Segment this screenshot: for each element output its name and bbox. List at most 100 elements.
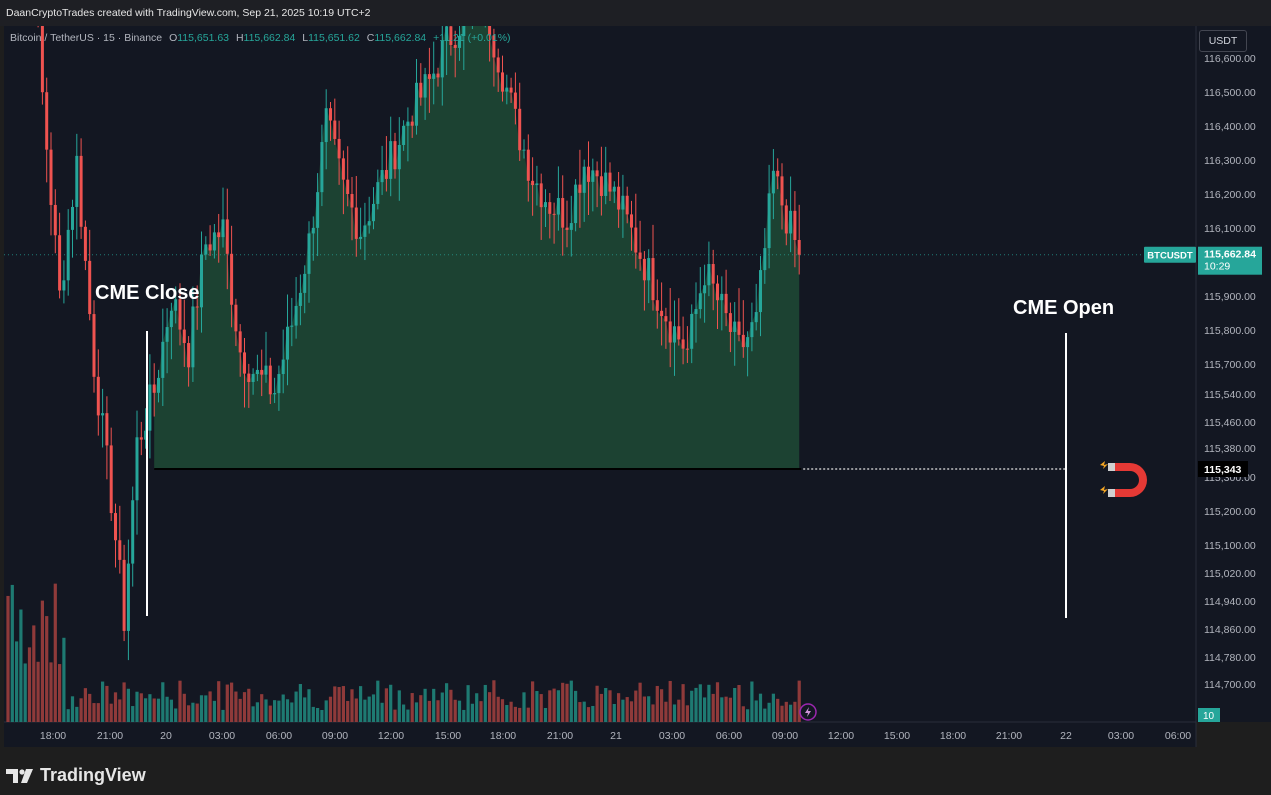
volume-bar bbox=[303, 697, 307, 722]
candle-body bbox=[376, 182, 380, 204]
candle-body bbox=[505, 87, 509, 92]
symbol-name: Bitcoin / TetherUS · 15 · Binance bbox=[10, 32, 163, 44]
magnet-icon bbox=[1100, 461, 1147, 497]
candle-body bbox=[200, 254, 203, 308]
candle-body bbox=[642, 258, 646, 281]
volume-bar bbox=[672, 704, 677, 722]
candle-body bbox=[509, 87, 513, 93]
volume-bar bbox=[565, 683, 569, 722]
candle-body bbox=[599, 176, 603, 196]
candle-body bbox=[720, 293, 724, 301]
price-tick-label: 116,100.00 bbox=[1204, 223, 1256, 235]
gap-price-tag bbox=[1198, 461, 1248, 477]
candle-body bbox=[217, 232, 221, 238]
volume-bar bbox=[376, 680, 380, 722]
volume-bar bbox=[225, 684, 229, 722]
volume-bar bbox=[66, 709, 70, 722]
volume-bar bbox=[148, 694, 152, 722]
candle-body bbox=[114, 513, 117, 541]
time-tick-label: 15:00 bbox=[884, 730, 910, 742]
candle-body bbox=[212, 232, 216, 251]
volume-bar bbox=[449, 689, 453, 722]
price-tick-label: 114,860.00 bbox=[1204, 624, 1256, 636]
candle-body bbox=[681, 339, 685, 349]
volume-bar bbox=[199, 695, 204, 722]
volume-bar bbox=[230, 682, 234, 722]
candle-body bbox=[655, 300, 659, 311]
volume-bar bbox=[40, 600, 44, 722]
tradingview-logo[interactable]: TradingView bbox=[6, 765, 146, 786]
volume-bar bbox=[690, 690, 694, 722]
candle-body bbox=[40, 10, 44, 93]
volume-bar bbox=[217, 681, 221, 722]
volume-bar bbox=[208, 691, 212, 722]
candle-body bbox=[243, 352, 246, 374]
volume-bar bbox=[500, 699, 505, 722]
last-price-tag bbox=[1198, 246, 1262, 275]
candle-body bbox=[440, 40, 444, 78]
volume-bar bbox=[797, 680, 801, 722]
candle-body bbox=[522, 149, 526, 151]
volume-bar bbox=[53, 583, 57, 722]
volume-bar bbox=[337, 687, 341, 722]
volume-bar bbox=[526, 707, 530, 722]
time-tick-label: 03:00 bbox=[1108, 730, 1134, 742]
tradingview-logo-icon bbox=[6, 768, 33, 783]
volume-bar bbox=[187, 705, 191, 722]
candle-body bbox=[780, 176, 784, 206]
magnet-tip-top bbox=[1108, 463, 1115, 471]
candle-body bbox=[71, 206, 74, 230]
time-tick-label: 21:00 bbox=[97, 730, 123, 742]
volume-bar bbox=[724, 696, 728, 722]
lightning-bolt bbox=[805, 707, 811, 717]
volume-bar bbox=[746, 709, 750, 722]
volume-bar bbox=[543, 708, 548, 722]
volume-bar bbox=[234, 691, 238, 722]
time-tick-label: 06:00 bbox=[266, 730, 292, 742]
candle-body bbox=[789, 210, 793, 234]
change-value: +11.21 (+0.01%) bbox=[433, 32, 511, 44]
candle-body bbox=[612, 186, 616, 192]
candle-body bbox=[513, 92, 517, 109]
volume-bar bbox=[427, 700, 431, 722]
time-tick-label: 12:00 bbox=[378, 730, 404, 742]
currency-button[interactable]: USDT bbox=[1199, 30, 1247, 52]
candle-body bbox=[402, 125, 406, 145]
price-axis[interactable] bbox=[1196, 26, 1271, 722]
volume-bar bbox=[32, 625, 36, 722]
price-tick-label: 115,460.00 bbox=[1204, 417, 1256, 429]
volume-bar bbox=[221, 709, 225, 722]
candle-body bbox=[384, 170, 388, 179]
candle-body bbox=[733, 321, 737, 332]
candle-body bbox=[526, 149, 530, 181]
volume-bar bbox=[492, 680, 496, 722]
candle-body bbox=[634, 227, 638, 253]
volume-bar bbox=[647, 696, 651, 722]
candle-body bbox=[264, 365, 268, 375]
candle-body bbox=[354, 207, 358, 239]
volume-bar bbox=[453, 699, 457, 722]
chart-area[interactable]: 116,600.00 116,500.00 116,400.00 116,300.00… bbox=[0, 0, 1271, 747]
price-tick-label: 115,540.00 bbox=[1204, 389, 1256, 401]
volume-bar bbox=[758, 693, 763, 722]
candle-body bbox=[660, 310, 664, 317]
candle-body bbox=[329, 108, 332, 121]
candle-body bbox=[290, 325, 294, 327]
volume-bar bbox=[621, 699, 625, 722]
candle-body bbox=[122, 559, 126, 631]
volume-bar bbox=[45, 616, 49, 722]
candle-body bbox=[694, 309, 698, 314]
volume-bar bbox=[569, 680, 573, 722]
volume-bar bbox=[466, 685, 470, 722]
lightning-icon[interactable] bbox=[799, 703, 817, 721]
candle-body bbox=[630, 214, 633, 228]
volume-bar bbox=[49, 662, 53, 722]
volume-bar bbox=[15, 641, 19, 722]
symbol-price-tag-label: BTCUSDT bbox=[1147, 251, 1193, 262]
time-axis[interactable] bbox=[4, 722, 1196, 747]
price-chart-svg[interactable]: 116,600.00 116,500.00 116,400.00 116,300.00… bbox=[0, 0, 1271, 747]
candle-body bbox=[548, 202, 552, 214]
candle-body bbox=[406, 121, 410, 126]
time-tick-label: 06:00 bbox=[716, 730, 742, 742]
volume-bar bbox=[83, 688, 87, 722]
